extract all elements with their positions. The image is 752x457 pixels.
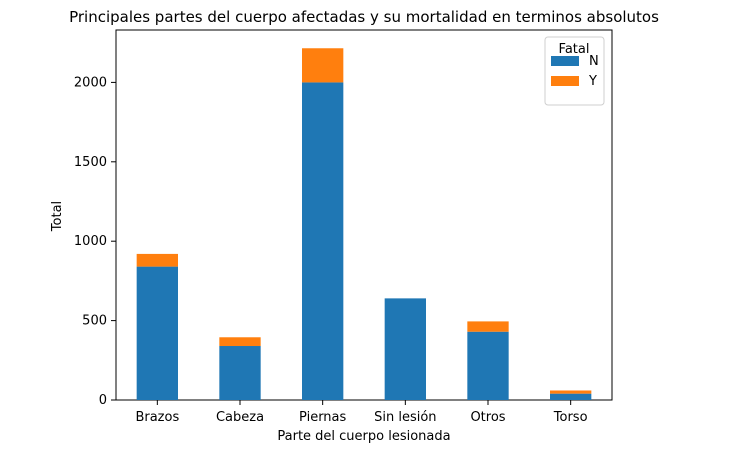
y-tick-label: 500 [82, 314, 107, 329]
legend-title: Fatal [559, 42, 590, 57]
legend-box [544, 36, 605, 106]
x-tick-label: Otros [470, 410, 505, 425]
legend-label-y: Y [588, 74, 597, 89]
legend: Fatal NY [544, 36, 605, 106]
bar-brazos-n [136, 266, 178, 400]
bar-cabeza-n [219, 346, 261, 400]
y-tick-label: 0 [99, 393, 107, 408]
y-axis-label: Total [50, 201, 65, 232]
x-tick-label: Cabeza [216, 410, 264, 425]
bar-cabeza-y [219, 337, 261, 347]
bars [136, 48, 592, 400]
y-tick-label: 1500 [74, 155, 107, 170]
x-tick-label: Sin lesión [374, 410, 436, 425]
bar-torso-n [550, 393, 592, 400]
bar-sin-lesión-n [384, 298, 426, 400]
x-axis-label: Parte del cuerpo lesionada [277, 429, 450, 444]
bar-piernas-y [302, 48, 344, 83]
bar-piernas-n [302, 82, 344, 400]
legend-items: NY [551, 54, 599, 89]
legend-label-n: N [589, 54, 599, 69]
y-axis-ticks: 0 500 1000 1500 2000 [74, 75, 116, 408]
x-tick-label: Brazos [135, 410, 179, 425]
legend-swatch-n [551, 56, 579, 66]
x-tick-label: Torso [553, 410, 588, 425]
plot-area [115, 29, 613, 401]
bar-otros-n [467, 331, 509, 400]
plot-frame [115, 29, 613, 401]
bar-brazos-y [136, 253, 178, 267]
bar-otros-y [467, 321, 509, 332]
x-tick-label: Piernas [299, 410, 346, 425]
chart-title: Principales partes del cuerpo afectadas … [69, 8, 659, 26]
y-tick-label: 1000 [74, 234, 107, 249]
y-tick-label: 2000 [74, 75, 107, 90]
bar-torso-y [550, 390, 592, 394]
legend-swatch-y [551, 76, 579, 86]
x-axis-ticks: Brazos Cabeza Piernas Sin lesión Otros Torso [135, 400, 588, 425]
